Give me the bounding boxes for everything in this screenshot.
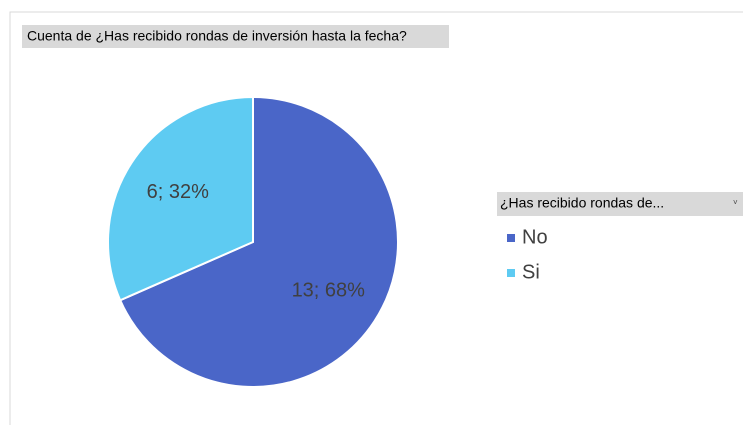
legend-label: Si	[522, 261, 540, 283]
pie-slice	[118, 95, 399, 388]
legend-label: No	[522, 226, 548, 248]
pie-slice	[107, 95, 254, 302]
legend-title: ¿Has recibido rondas de...	[500, 195, 664, 211]
data-label: 6; 32%	[147, 181, 209, 203]
chart-title: Cuenta de ¿Has recibido rondas de invers…	[27, 28, 407, 44]
legend-header[interactable]	[497, 192, 743, 216]
title-box	[22, 25, 449, 48]
legend-swatch	[507, 234, 515, 242]
data-label: 13; 68%	[292, 279, 366, 301]
legend-swatch	[507, 269, 515, 277]
dropdown-arrow[interactable]: ˅	[733, 198, 738, 207]
